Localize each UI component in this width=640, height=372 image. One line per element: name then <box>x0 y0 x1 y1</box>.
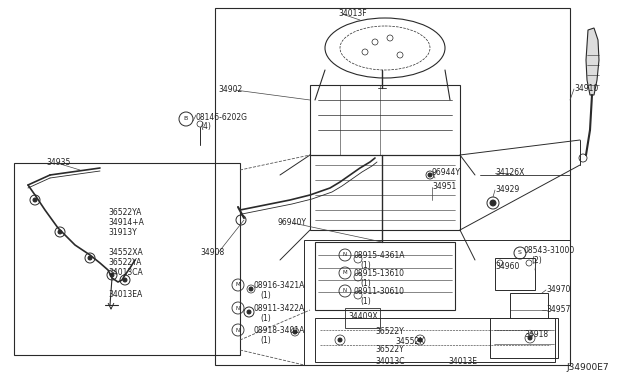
Circle shape <box>247 310 251 314</box>
Text: 34957: 34957 <box>546 305 570 314</box>
Circle shape <box>33 198 37 202</box>
Text: 34929: 34929 <box>495 185 519 194</box>
Text: 36522YA: 36522YA <box>108 258 141 267</box>
Circle shape <box>88 256 92 260</box>
Bar <box>304 240 570 365</box>
Text: 08911-30610: 08911-30610 <box>353 287 404 296</box>
Text: (1): (1) <box>360 279 371 288</box>
Text: 08911-3422A: 08911-3422A <box>253 304 304 313</box>
Bar <box>345 308 380 328</box>
Text: 34126X: 34126X <box>495 168 524 177</box>
Text: 34951: 34951 <box>432 182 456 191</box>
Text: N: N <box>236 327 240 333</box>
Text: 36522YA: 36522YA <box>108 208 141 217</box>
Text: 34910: 34910 <box>574 84 598 93</box>
Text: N: N <box>343 253 347 257</box>
Text: 36522Y: 36522Y <box>375 345 404 354</box>
Text: 08916-3421A: 08916-3421A <box>253 281 305 290</box>
Text: 34552XA: 34552XA <box>108 248 143 257</box>
Text: 34902: 34902 <box>218 85 243 94</box>
Circle shape <box>338 338 342 342</box>
Text: 08915-4361A: 08915-4361A <box>353 251 404 260</box>
Text: (2): (2) <box>531 256 541 265</box>
Text: (1): (1) <box>260 336 271 345</box>
Text: 08543-31000: 08543-31000 <box>524 246 575 255</box>
Text: 34908: 34908 <box>200 248 224 257</box>
Circle shape <box>123 278 127 282</box>
Text: M: M <box>236 282 240 288</box>
Text: 34914+A: 34914+A <box>108 218 144 227</box>
Text: 96944Y: 96944Y <box>432 168 461 177</box>
Circle shape <box>58 230 62 234</box>
Text: 34970: 34970 <box>546 285 570 294</box>
Bar <box>14 163 240 355</box>
Text: 34935: 34935 <box>46 158 70 167</box>
Text: (1): (1) <box>260 314 271 323</box>
Bar <box>315 318 555 362</box>
Text: 34013C: 34013C <box>375 357 404 366</box>
Bar <box>310 155 460 230</box>
Circle shape <box>110 273 114 277</box>
Text: 34013F: 34013F <box>338 9 367 18</box>
Text: 34552X: 34552X <box>395 337 424 346</box>
Circle shape <box>293 330 297 334</box>
Circle shape <box>249 287 253 291</box>
Text: 36522Y: 36522Y <box>375 327 404 336</box>
Text: J34900E7: J34900E7 <box>566 363 609 372</box>
Text: M: M <box>342 270 348 276</box>
Circle shape <box>528 336 532 340</box>
Bar <box>495 258 535 290</box>
Bar <box>310 85 460 155</box>
Text: B: B <box>184 116 188 122</box>
Bar <box>510 293 548 318</box>
Text: 34409X: 34409X <box>348 312 378 321</box>
Text: N: N <box>343 289 347 294</box>
Text: 08915-13610: 08915-13610 <box>353 269 404 278</box>
Text: 08918-3401A: 08918-3401A <box>253 326 305 335</box>
Text: (4): (4) <box>200 122 211 131</box>
Text: N: N <box>236 305 240 311</box>
Circle shape <box>418 338 422 342</box>
Circle shape <box>490 200 496 206</box>
Text: 34013E: 34013E <box>448 357 477 366</box>
Text: 34013EA: 34013EA <box>108 290 142 299</box>
Text: 34960: 34960 <box>495 262 520 271</box>
Text: (1): (1) <box>360 261 371 270</box>
Text: 34918: 34918 <box>524 330 548 339</box>
Text: (1): (1) <box>260 291 271 300</box>
Bar <box>215 8 570 365</box>
Text: 34013CA: 34013CA <box>108 268 143 277</box>
Text: S: S <box>518 250 522 256</box>
Circle shape <box>428 173 432 177</box>
Text: 08146-6202G: 08146-6202G <box>196 113 248 122</box>
Bar <box>315 242 455 310</box>
Text: (1): (1) <box>360 297 371 306</box>
Bar <box>490 318 558 358</box>
Text: 96940Y: 96940Y <box>278 218 307 227</box>
Polygon shape <box>586 28 599 95</box>
Text: 31913Y: 31913Y <box>108 228 137 237</box>
